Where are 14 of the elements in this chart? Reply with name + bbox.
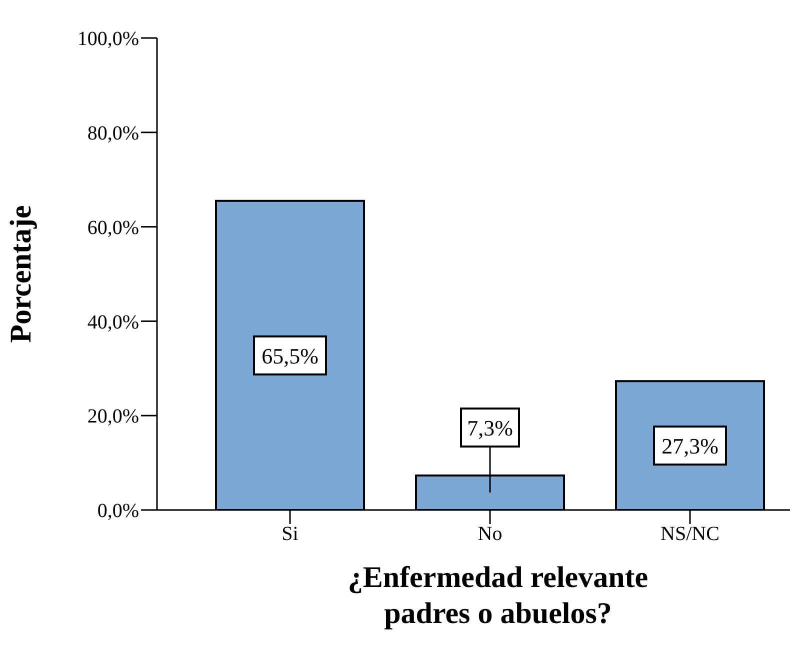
- x-tick-label: No: [478, 523, 502, 546]
- y-tick-label: 60,0%: [87, 216, 139, 239]
- y-tick-label: 0,0%: [97, 500, 139, 522]
- y-tick-label: 100,0%: [77, 28, 139, 50]
- data-label: 7,3%: [467, 416, 513, 441]
- data-label: 27,3%: [662, 434, 718, 459]
- y-tick-label: 80,0%: [87, 122, 139, 144]
- data-label: 65,5%: [262, 343, 318, 368]
- x-tick-label: NS/NC: [660, 523, 720, 546]
- y-axis-title: Porcentaje: [4, 205, 38, 343]
- y-tick-label: 20,0%: [87, 406, 139, 428]
- x-tick-label: Si: [282, 523, 299, 546]
- x-axis-title: ¿Enfermedad relevante padres o abuelos?: [346, 560, 650, 632]
- y-tick-label: 40,0%: [87, 311, 139, 334]
